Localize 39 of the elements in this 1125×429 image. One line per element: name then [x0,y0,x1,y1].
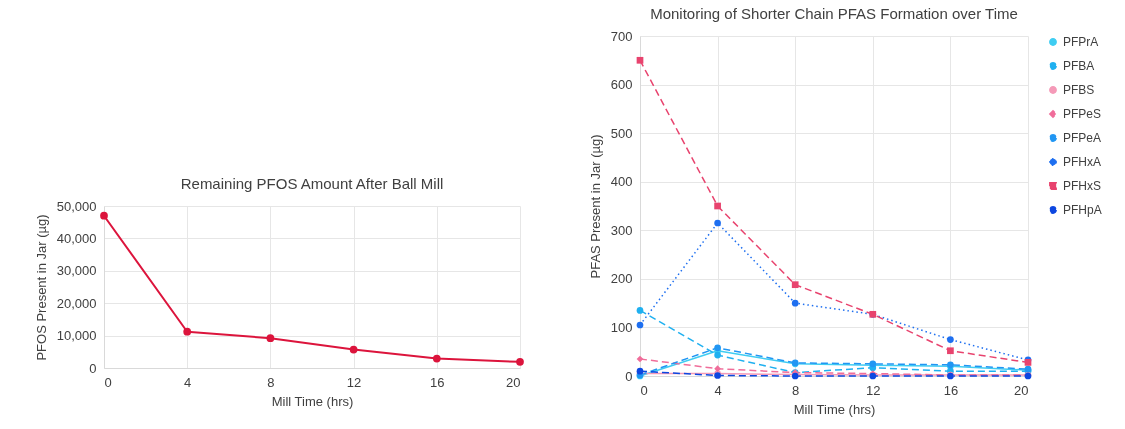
y-axis-title: PFOS Present in Jar (µg) [33,214,49,361]
legend-label: PFBS [1063,83,1095,97]
y-tick-label: 400 [610,174,633,190]
legend-label: PFPrA [1063,35,1099,49]
y-tick-label: 30,000 [56,263,97,279]
y-tick-label: 700 [610,28,633,44]
x-tick-label: 16 [943,382,959,398]
x-tick-label: 4 [714,382,722,398]
y-tick-label: 20,000 [56,295,97,311]
x-tick-label: 12 [866,382,881,398]
legend-label: PFHxA [1063,155,1102,169]
y-tick-label: 300 [610,222,633,238]
legend-label: PFBA [1063,59,1095,73]
y-tick-label: 600 [610,77,633,93]
x-tick-label: 8 [267,374,275,390]
x-tick-label: 0 [104,374,112,390]
y-tick-label: 200 [610,271,633,287]
y-tick-label: 40,000 [56,230,97,246]
x-axis-title: Mill Time (hrs) [793,401,876,417]
chart-title: Monitoring of Shorter Chain PFAS Formation over Time [650,5,1018,22]
x-tick-label: 20 [506,374,521,390]
legend-label: PFPeS [1063,107,1102,121]
y-tick-label: 100 [610,319,633,335]
x-tick-label: 12 [346,374,362,390]
legend-label: PFHxS [1063,179,1102,193]
x-tick-label: 4 [184,374,192,390]
x-tick-label: 16 [430,374,445,390]
y-tick-label: 10,000 [56,328,97,344]
legend-label: PFHpA [1063,203,1102,217]
x-tick-label: 20 [1014,382,1029,398]
y-tick-label: 500 [610,125,633,141]
y-tick-label: 0 [89,360,97,376]
x-tick-label: 0 [640,382,648,398]
y-axis-title: PFAS Present in Jar (µg) [587,134,603,279]
chart-title: Remaining PFOS Amount After Ball Mill [180,175,444,192]
x-axis-title: Mill Time (hrs) [271,393,354,409]
y-tick-label: 50,000 [56,198,97,214]
legend-label: PFPeA [1063,131,1102,145]
x-tick-label: 8 [792,382,800,398]
